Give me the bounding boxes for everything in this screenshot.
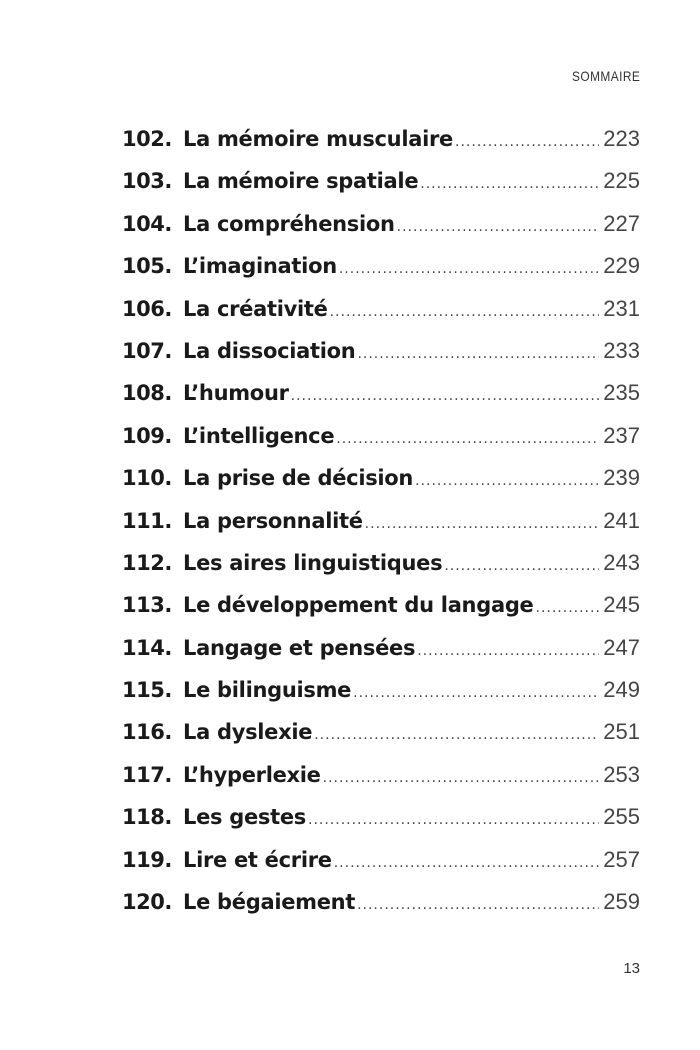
entry-number: 116. xyxy=(122,720,172,745)
entry-number: 108. xyxy=(122,381,172,406)
toc-entry: 107. La dissociation 233 xyxy=(122,338,640,380)
entry-number: 114. xyxy=(122,635,172,660)
entry-number: 106. xyxy=(122,296,172,321)
dot-leader xyxy=(291,388,600,404)
toc-entry: 118. Les gestes 255 xyxy=(122,804,640,846)
toc-entry: 109. L’intelligence 237 xyxy=(122,423,640,465)
dot-leader xyxy=(308,812,599,828)
toc-entry: 102. La mémoire musculaire 223 xyxy=(122,126,640,168)
dot-leader xyxy=(536,600,600,616)
entry-page: 259 xyxy=(603,889,640,915)
dot-leader xyxy=(339,261,599,277)
entry-number: 115. xyxy=(122,678,172,703)
entry-number: 110. xyxy=(122,466,172,491)
entry-page: 229 xyxy=(603,253,640,279)
entry-title: Lire et écrire xyxy=(183,847,332,872)
toc-entry: 112. Les aires linguistiques 243 xyxy=(122,550,640,592)
toc-entry: 114. Langage et pensées 247 xyxy=(122,635,640,677)
entry-number: 103. xyxy=(122,169,172,194)
entry-title: Le bilinguisme xyxy=(183,678,352,703)
dot-leader xyxy=(420,176,599,192)
entry-title: La créativité xyxy=(183,296,328,321)
entry-title: La personnalité xyxy=(183,508,363,533)
toc-entry: 115. Le bilinguisme 249 xyxy=(122,677,640,719)
entry-title: La prise de décision xyxy=(183,466,414,491)
entry-number: 112. xyxy=(122,550,172,575)
entry-title: L’imagination xyxy=(183,254,337,279)
entry-title: Le bégaiement xyxy=(183,890,356,915)
toc-entry: 119. Lire et écrire 257 xyxy=(122,847,640,889)
entry-number: 102. xyxy=(122,127,172,151)
dot-leader xyxy=(444,558,599,574)
entry-title: L’intelligence xyxy=(183,423,335,448)
toc-entry: 120. Le bégaiement 259 xyxy=(122,889,640,931)
entry-page: 257 xyxy=(603,846,640,872)
entry-number: 118. xyxy=(122,805,172,830)
entry-page: 241 xyxy=(603,507,640,533)
toc-entry: 108. L’humour 235 xyxy=(122,380,640,422)
entry-page: 247 xyxy=(603,634,640,660)
entry-page: 235 xyxy=(603,380,640,406)
entry-title: L’hyperlexie xyxy=(183,762,321,787)
toc-entry: 117. L’hyperlexie 253 xyxy=(122,762,640,804)
dot-leader xyxy=(353,685,599,701)
entry-page: 255 xyxy=(603,804,640,830)
page-number: 13 xyxy=(623,960,640,977)
entry-page: 227 xyxy=(603,210,640,236)
dot-leader xyxy=(365,516,600,532)
entry-title: La compréhension xyxy=(183,211,395,236)
entry-page: 253 xyxy=(603,761,640,787)
entry-page: 231 xyxy=(603,295,640,321)
dot-leader xyxy=(330,304,600,320)
toc-entry: 110. La prise de décision 239 xyxy=(122,465,640,507)
entry-title: La dyslexie xyxy=(183,720,313,745)
dot-leader xyxy=(314,727,599,743)
dot-leader xyxy=(336,431,599,447)
entry-title: Le développement du langage xyxy=(183,593,534,618)
entry-number: 104. xyxy=(122,211,172,236)
dot-leader xyxy=(417,643,599,659)
running-header: SOMMAIRE xyxy=(571,68,640,84)
entry-number: 119. xyxy=(122,847,172,872)
entry-number: 120. xyxy=(122,890,172,915)
entry-page: 245 xyxy=(603,592,640,618)
dot-leader xyxy=(455,134,599,150)
toc-entry: 116. La dyslexie 251 xyxy=(122,719,640,761)
entry-title: La dissociation xyxy=(183,338,356,363)
entry-page: 249 xyxy=(603,677,640,703)
entry-number: 111. xyxy=(122,508,172,533)
entry-title: Les aires linguistiques xyxy=(183,550,443,575)
entry-title: L’humour xyxy=(183,381,289,406)
toc-entry: 113. Le développement du langage 245 xyxy=(122,592,640,634)
entry-number: 113. xyxy=(122,593,172,618)
table-of-contents: 102. La mémoire musculaire 223 103. La mémoi… xyxy=(122,126,640,931)
entry-page: 223 xyxy=(603,126,640,151)
entry-page: 251 xyxy=(603,719,640,745)
dot-leader xyxy=(397,219,600,235)
toc-entry: 106. La créativité 231 xyxy=(122,296,640,338)
entry-title: La mémoire musculaire xyxy=(183,127,454,151)
toc-entry: 111. La personnalité 241 xyxy=(122,508,640,550)
toc-entry: 103. La mémoire spatiale 225 xyxy=(122,168,640,210)
entry-title: Langage et pensées xyxy=(183,635,416,660)
entry-number: 117. xyxy=(122,762,172,787)
entry-title: Les gestes xyxy=(183,805,306,830)
entry-page: 239 xyxy=(603,465,640,491)
entry-page: 237 xyxy=(603,422,640,448)
entry-number: 105. xyxy=(122,254,172,279)
dot-leader xyxy=(323,770,600,786)
toc-entry: 105. L’imagination 229 xyxy=(122,253,640,295)
entry-number: 109. xyxy=(122,423,172,448)
toc-entry: 104. La compréhension 227 xyxy=(122,211,640,253)
dot-leader xyxy=(357,346,599,362)
entry-page: 233 xyxy=(603,337,640,363)
dot-leader xyxy=(357,897,599,913)
dot-leader xyxy=(415,473,599,489)
entry-page: 225 xyxy=(603,168,640,194)
entry-title: La mémoire spatiale xyxy=(183,169,419,194)
dot-leader xyxy=(334,855,600,871)
entry-page: 243 xyxy=(603,549,640,575)
entry-number: 107. xyxy=(122,338,172,363)
